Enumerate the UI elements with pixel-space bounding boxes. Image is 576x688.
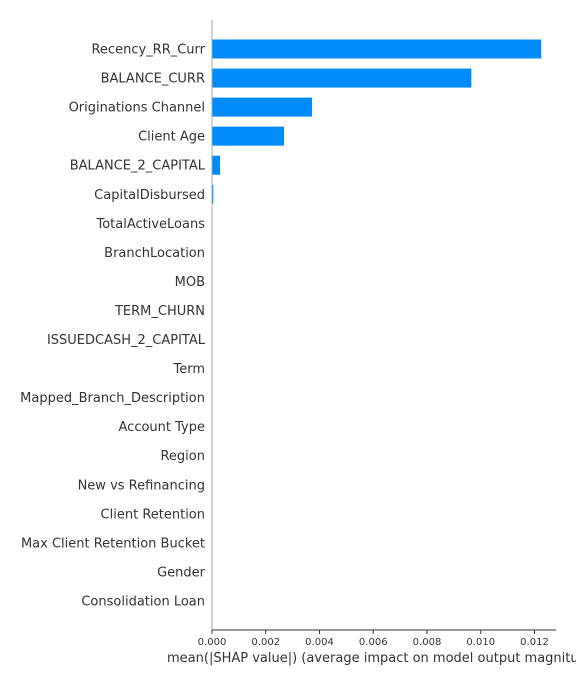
y-tick-label: Client Age	[138, 130, 205, 145]
y-tick-label: Recency_RR_Curr	[91, 43, 205, 58]
y-labels-layer: Recency_RR_Curr BALANCE_CURR Originations …	[20, 43, 206, 610]
y-tick-label: BALANCE_CURR	[101, 72, 205, 87]
y-tick-label: Client Retention	[101, 507, 205, 522]
y-tick-label: TotalActiveLoans	[95, 217, 205, 232]
bar	[212, 184, 214, 204]
x-tick-label: 0.006	[359, 637, 388, 648]
y-tick-label: Account Type	[119, 420, 205, 435]
bar	[212, 155, 221, 175]
x-tick-label: 0.008	[413, 637, 442, 648]
y-tick-label: ISSUEDCASH_2_CAPITAL	[47, 333, 206, 348]
bar	[212, 126, 285, 146]
bars-layer	[212, 39, 542, 204]
bar	[212, 39, 542, 59]
x-tick-label: 0.010	[466, 637, 495, 648]
y-tick-label: BALANCE_2_CAPITAL	[70, 159, 206, 174]
x-ticks-layer: 0.000 0.002 0.004 0.006 0.008 0.010 0.012	[198, 630, 549, 648]
y-tick-label: BranchLocation	[104, 246, 205, 261]
y-tick-label: Consolidation Loan	[81, 594, 205, 609]
y-tick-label: New vs Refinancing	[78, 478, 205, 493]
x-tick-label: 0.000	[198, 637, 227, 648]
axes-layer	[211, 20, 556, 631]
x-tick-label: 0.004	[305, 637, 334, 648]
x-axis-label: mean(|SHAP value|) (average impact on mo…	[167, 651, 576, 666]
y-tick-label: Originations Channel	[69, 101, 205, 116]
y-tick-label: Term	[172, 362, 205, 377]
y-tick-label: TERM_CHURN	[114, 304, 205, 319]
x-tick-label: 0.012	[520, 637, 549, 648]
y-tick-label: Gender	[157, 565, 206, 580]
y-tick-label: MOB	[175, 275, 205, 290]
bar	[212, 68, 472, 88]
bar	[212, 97, 312, 117]
y-tick-label: Mapped_Branch_Description	[20, 391, 205, 406]
y-tick-label: Max Client Retention Bucket	[21, 536, 205, 551]
y-tick-label: CapitalDisbursed	[94, 188, 205, 203]
x-tick-label: 0.002	[251, 637, 280, 648]
y-tick-label: Region	[160, 449, 205, 464]
